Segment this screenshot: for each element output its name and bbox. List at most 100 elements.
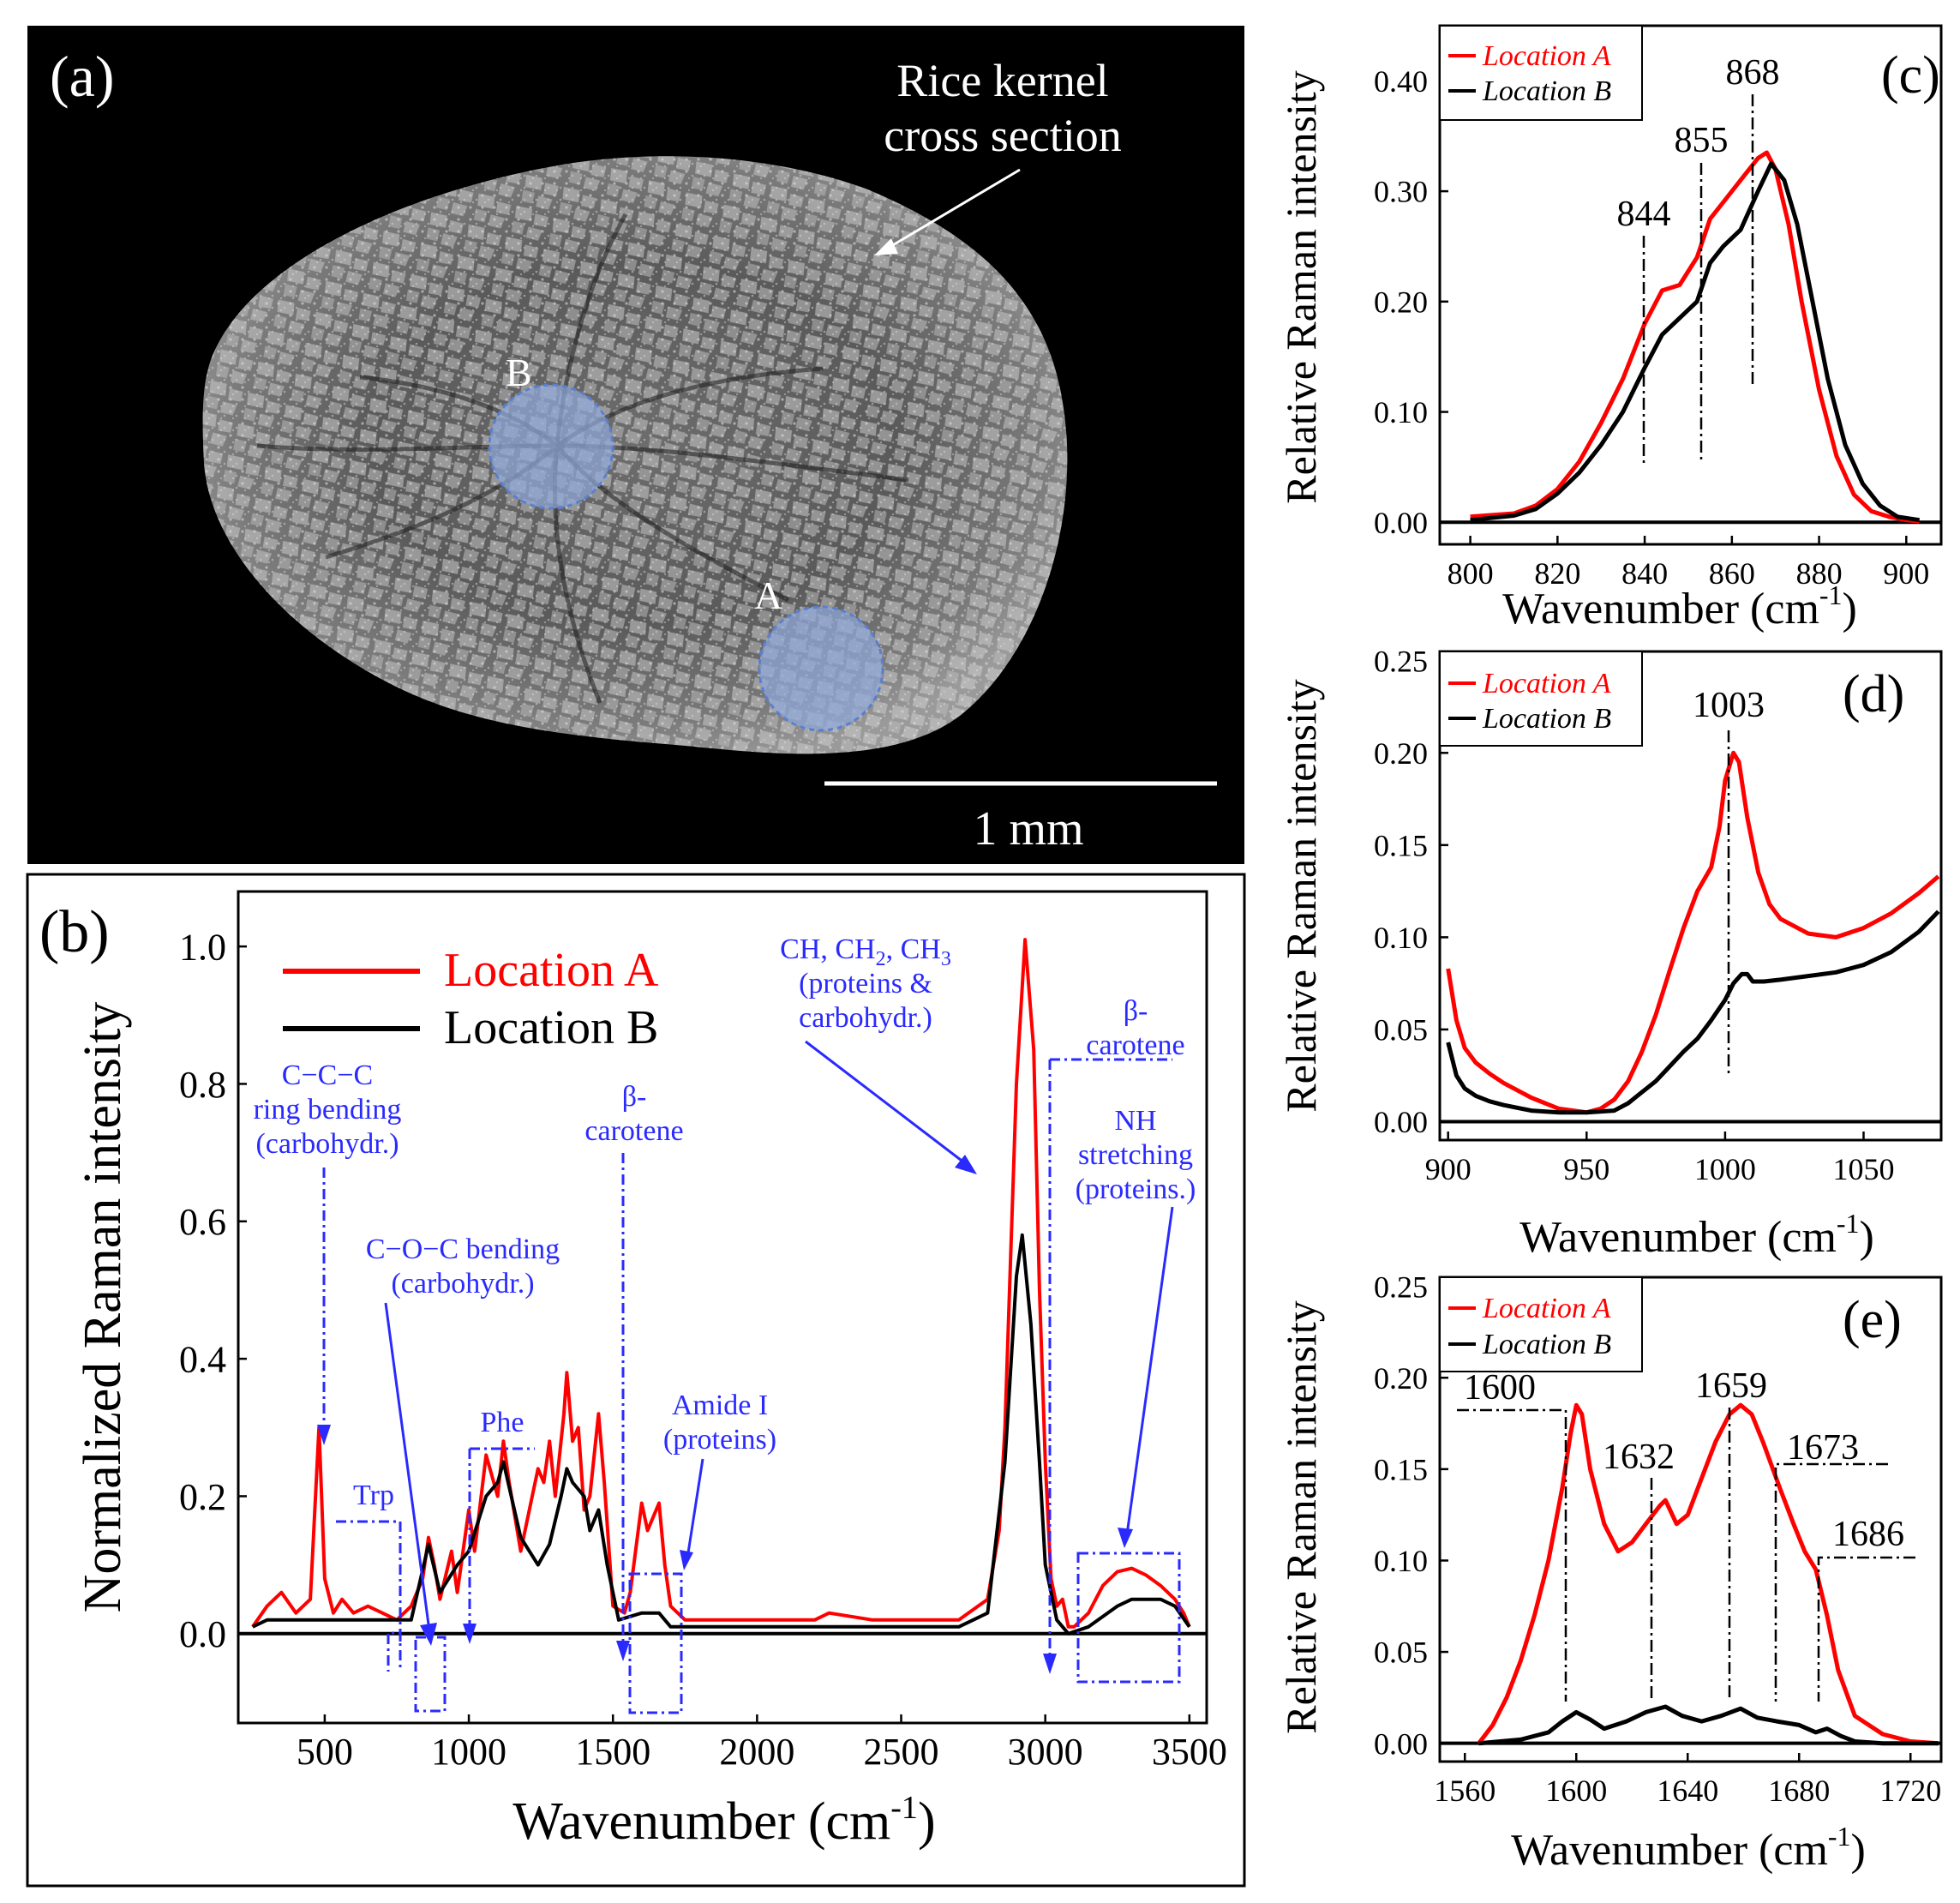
kernel-annotation-arrow xyxy=(874,168,1021,255)
ytick-label-d: 0.20 xyxy=(1374,736,1428,771)
ytick-label-e: 0.20 xyxy=(1374,1361,1428,1396)
ytick-label-d: 0.10 xyxy=(1374,921,1428,955)
ylabel-d: Relative Raman intensity xyxy=(1277,679,1325,1112)
ytick-label-e: 0.00 xyxy=(1374,1726,1428,1761)
xtick-label-b: 1500 xyxy=(575,1731,650,1773)
panel-d-label: (d) xyxy=(1843,665,1904,723)
annotation-ch-3: carbohydr.) xyxy=(799,1002,932,1034)
xtick-label-c: 820 xyxy=(1534,556,1580,591)
annotation-carotene1-1: β- xyxy=(622,1081,647,1113)
panel-b-label: (b) xyxy=(39,899,110,965)
panel-e: 1560 1600 1640 1680 1720 0.00 0.05 0.10 0.15 0.20… xyxy=(1277,1270,1943,1875)
xlabel-c: Wavenumber (cm-1) xyxy=(1502,579,1857,633)
spot-a-label: A xyxy=(754,573,782,617)
panel-b: (b) 500 1000 1500 2000 2500 3000 3500 0.0 0.2 0.4… xyxy=(26,873,1246,1888)
scale-label: 1 mm xyxy=(973,802,1083,855)
peak-c-855: 855 xyxy=(1675,121,1729,160)
ytick-label-b: 1.0 xyxy=(179,927,226,969)
series-line-d-location-a xyxy=(1446,750,1940,1115)
panel-a: B A (a) Rice kernel cross section 1 mm xyxy=(27,26,1244,864)
peak-e-1686: 1686 xyxy=(1832,1515,1904,1554)
legend-c: Location A Location B xyxy=(1439,25,1643,121)
xtick-label-c: 840 xyxy=(1621,556,1668,591)
series-line-c-location-a xyxy=(1470,150,1920,524)
annotation-ccc-2: ring bending xyxy=(254,1094,402,1126)
annotation-trp: Trp xyxy=(353,1480,394,1511)
legend-e: Location A Location B xyxy=(1439,1276,1643,1372)
kernel-annotation-line1: Rice kernel xyxy=(896,55,1108,106)
annotation-carotene2-1: β- xyxy=(1124,995,1148,1027)
xtick-label-e: 1640 xyxy=(1657,1774,1718,1808)
xtick-label-d: 950 xyxy=(1563,1152,1609,1186)
annotation-ccc-3: (carbohydr.) xyxy=(255,1128,399,1160)
ticks-d: 900 950 1000 1050 0.00 0.05 0.10 0.15 0.20 0.25 xyxy=(1374,644,1895,1186)
spot-a xyxy=(758,605,884,732)
ytick-label-b: 0.2 xyxy=(179,1476,226,1518)
plot-frame-e xyxy=(1438,1276,1943,1763)
legend-b: Location A Location B xyxy=(283,944,659,1054)
ytick-label-c: 0.30 xyxy=(1374,175,1428,209)
legend-e-label-a: Location A xyxy=(1482,1293,1611,1324)
xlabel-e: Wavenumber (cm-1) xyxy=(1511,1821,1866,1875)
ytick-label-d: 0.05 xyxy=(1374,1013,1428,1048)
annotation-arrowheads-b xyxy=(317,1155,1133,1674)
annotation-amide-2: (proteins) xyxy=(663,1424,776,1456)
legend-d-label-a: Location A xyxy=(1482,668,1611,699)
ytick-label-c: 0.20 xyxy=(1374,285,1428,319)
ylabel-c: Relative Raman intensity xyxy=(1277,70,1325,503)
xlabel-b: Wavenumber (cm-1) xyxy=(512,1790,935,1851)
ticks-e: 1560 1600 1640 1680 1720 0.00 0.05 0.10 0.15 0.20… xyxy=(1374,1270,1941,1808)
kernel-annotation-line2: cross section xyxy=(884,110,1121,161)
annotation-nh-3: (proteins.) xyxy=(1076,1174,1196,1205)
spot-b-label: B xyxy=(506,351,532,394)
series-e xyxy=(1440,1402,1941,1746)
plot-frame-d xyxy=(1438,650,1943,1142)
xtick-label-c: 880 xyxy=(1796,556,1843,591)
xtick-label-b: 3500 xyxy=(1152,1731,1227,1773)
xlabel-d: Wavenumber (cm-1) xyxy=(1519,1208,1874,1262)
xtick-label-c: 900 xyxy=(1883,556,1929,591)
annotation-ccc-1: C−C−C xyxy=(282,1060,373,1091)
peak-lines-c xyxy=(1642,94,1754,463)
annotation-phe: Phe xyxy=(481,1407,524,1438)
annotation-marks-b xyxy=(322,1040,1181,1714)
xtick-label-b: 500 xyxy=(297,1731,353,1773)
panel-e-label: (e) xyxy=(1843,1291,1902,1349)
series-c xyxy=(1440,150,1941,525)
xtick-label-b: 3000 xyxy=(1008,1731,1083,1773)
peak-c-868: 868 xyxy=(1726,53,1780,93)
legend-d: Location A Location B xyxy=(1439,651,1643,747)
annotations-b: C−C−C ring bending (carbohydr.) C−O−C be… xyxy=(254,933,1196,1511)
annotation-ch-2: (proteins & xyxy=(799,968,932,1000)
xtick-label-b: 1000 xyxy=(431,1731,506,1773)
annotation-nh-2: stretching xyxy=(1078,1139,1193,1171)
legend-b-label-b: Location B xyxy=(444,1001,658,1054)
legend-c-label-a: Location A xyxy=(1482,40,1611,72)
ytick-label-b: 0.0 xyxy=(179,1613,226,1655)
panel-c: 800 820 840 860 880 900 0.00 0.10 0.20 0.30 0.40 (… xyxy=(1277,24,1943,633)
peak-e-1600: 1600 xyxy=(1464,1368,1536,1408)
peak-d-1003: 1003 xyxy=(1693,686,1765,725)
spot-b xyxy=(488,383,614,510)
ytick-label-b: 0.4 xyxy=(179,1339,226,1381)
xtick-label-d: 900 xyxy=(1425,1152,1471,1186)
series-line-e-location-a xyxy=(1477,1402,1939,1746)
ytick-label-c: 0.40 xyxy=(1374,64,1428,99)
xtick-label-d: 1000 xyxy=(1694,1152,1756,1186)
annotation-nh-1: NH xyxy=(1114,1105,1156,1137)
panel-d: 900 950 1000 1050 0.00 0.05 0.10 0.15 0.20 0.25 (… xyxy=(1277,644,1943,1262)
series-line-b-location-b xyxy=(251,1233,1191,1636)
panel-c-label: (c) xyxy=(1881,46,1940,105)
xtick-label-e: 1560 xyxy=(1434,1774,1495,1808)
ytick-label-b: 0.8 xyxy=(179,1064,226,1106)
ylabel-b: Normalized Raman intensity xyxy=(74,1002,132,1613)
peaks-c: 844 855 868 xyxy=(1617,53,1780,234)
plot-frame-b xyxy=(237,890,1208,1725)
kernel-texture xyxy=(202,156,1068,754)
xtick-label-e: 1720 xyxy=(1879,1774,1941,1808)
xtick-label-b: 2500 xyxy=(864,1731,939,1773)
ytick-label-d: 0.25 xyxy=(1374,644,1428,678)
peak-c-844: 844 xyxy=(1617,195,1671,234)
ylabel-e: Relative Raman intensity xyxy=(1277,1300,1325,1733)
